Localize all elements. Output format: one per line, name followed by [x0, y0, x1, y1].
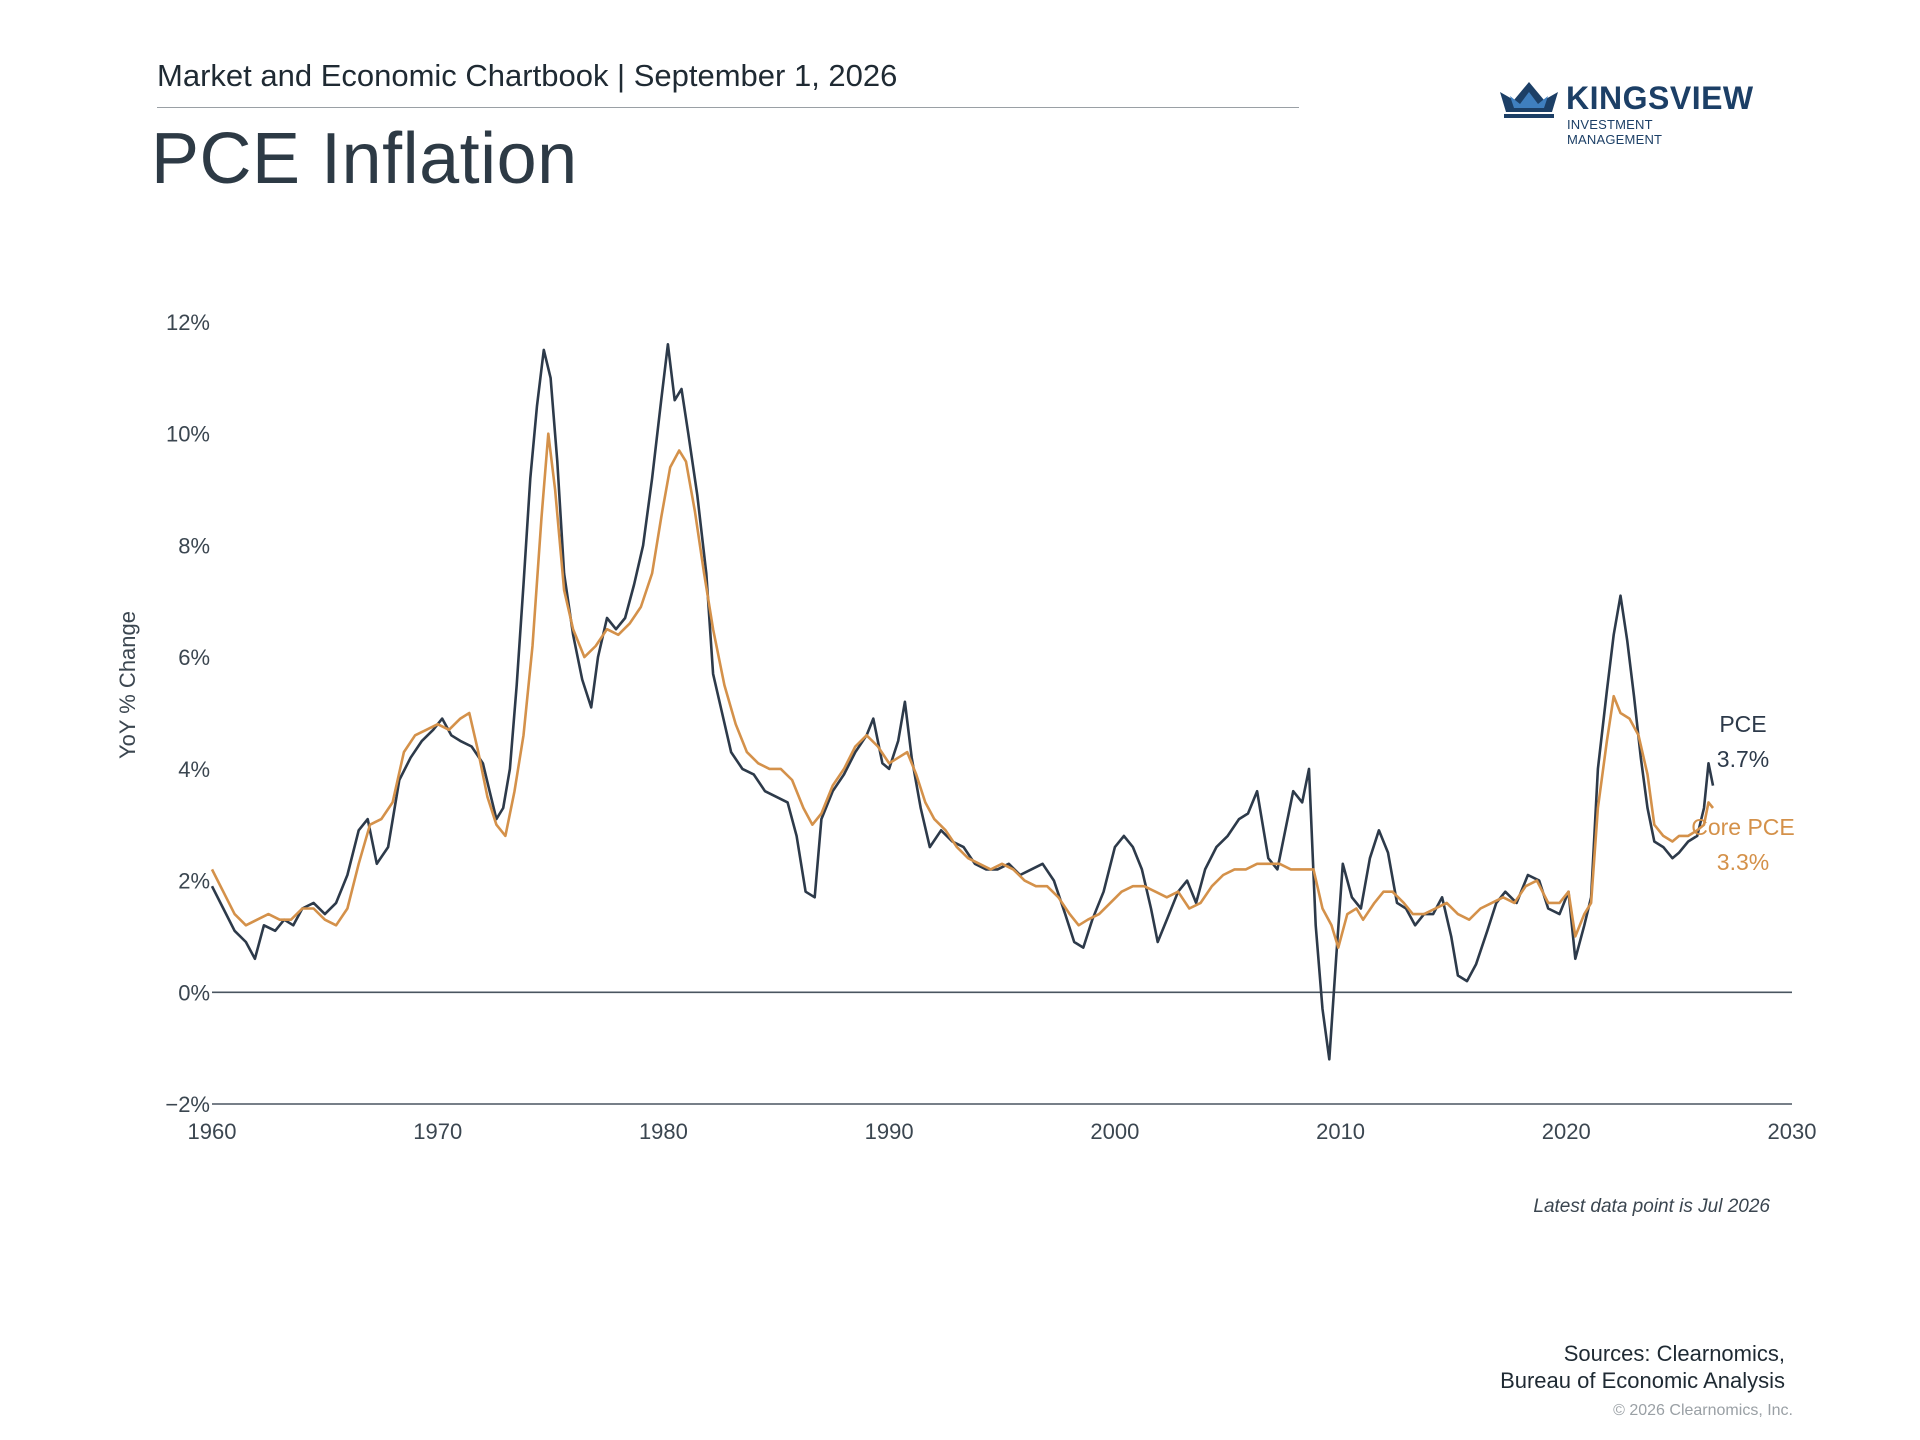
x-tick-label: 2010 — [1316, 1119, 1365, 1144]
y-tick-label: −2% — [165, 1092, 210, 1117]
kingsview-logo: KINGSVIEW INVESTMENT MANAGEMENT — [1500, 80, 1753, 147]
logo-subtitle: INVESTMENT MANAGEMENT — [1567, 117, 1663, 147]
sources-note: Sources: Clearnomics, Bureau of Economic… — [1500, 1340, 1785, 1394]
crown-icon — [1500, 82, 1558, 118]
x-tick-label: 2000 — [1090, 1119, 1139, 1144]
y-tick-label: 2% — [178, 869, 210, 894]
y-tick-label: 6% — [178, 645, 210, 670]
y-axis-title: YoY % Change — [115, 611, 140, 759]
logo-name: KINGSVIEW — [1566, 80, 1754, 116]
y-tick-label: 10% — [166, 422, 210, 447]
latest-data-note: Latest data point is Jul 2026 — [1533, 1196, 1770, 1217]
pce-end-label-name: PCE — [1719, 711, 1766, 737]
pce-end-label-value: 3.7% — [1717, 746, 1769, 772]
core-pce-end-label-name: Core PCE — [1691, 814, 1795, 840]
x-tick-label: 2020 — [1542, 1119, 1591, 1144]
core-pce-series-line — [210, 432, 1715, 949]
x-tick-label: 1980 — [639, 1119, 688, 1144]
x-tick-label: 1990 — [865, 1119, 914, 1144]
pce-series-line — [210, 343, 1715, 1061]
header-divider — [157, 107, 1299, 108]
sources-line-2: Bureau of Economic Analysis — [1500, 1368, 1785, 1393]
core-pce-end-label-value: 3.3% — [1717, 849, 1769, 875]
y-tick-label: 12% — [166, 310, 210, 335]
y-tick-label: 4% — [178, 757, 210, 782]
sources-line-1: Sources: Clearnomics, — [1563, 1341, 1785, 1366]
y-tick-label: 8% — [178, 533, 210, 558]
chartbook-header: Market and Economic Chartbook | Septembe… — [157, 58, 898, 93]
x-tick-label: 2030 — [1768, 1119, 1817, 1144]
x-tick-label: 1970 — [413, 1119, 462, 1144]
copyright: © 2026 Clearnomics, Inc. — [1613, 1402, 1793, 1419]
x-tick-label: 1960 — [188, 1119, 237, 1144]
y-tick-label: 0% — [178, 980, 210, 1005]
page-title: PCE Inflation — [151, 119, 578, 199]
